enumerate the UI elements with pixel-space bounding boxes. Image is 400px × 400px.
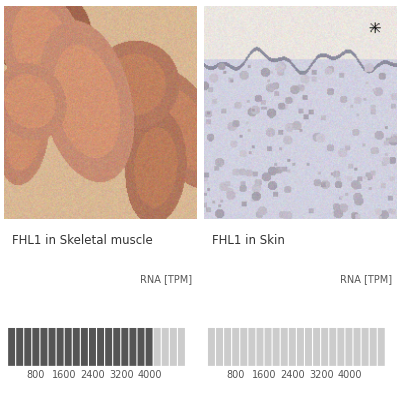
Text: FHL1 in Skin: FHL1 in Skin — [212, 234, 284, 247]
FancyBboxPatch shape — [138, 328, 144, 366]
Text: 4000: 4000 — [138, 370, 162, 380]
FancyBboxPatch shape — [297, 328, 304, 366]
FancyBboxPatch shape — [113, 328, 120, 366]
FancyBboxPatch shape — [97, 328, 104, 366]
FancyBboxPatch shape — [178, 328, 185, 366]
FancyBboxPatch shape — [337, 328, 344, 366]
Text: 3200: 3200 — [309, 370, 334, 380]
FancyBboxPatch shape — [162, 328, 169, 366]
FancyBboxPatch shape — [146, 328, 152, 366]
Text: FHL1 in Skeletal muscle: FHL1 in Skeletal muscle — [12, 234, 152, 247]
FancyBboxPatch shape — [89, 328, 96, 366]
FancyBboxPatch shape — [240, 328, 247, 366]
FancyBboxPatch shape — [57, 328, 64, 366]
FancyBboxPatch shape — [208, 328, 215, 366]
FancyBboxPatch shape — [65, 328, 72, 366]
FancyBboxPatch shape — [281, 328, 288, 366]
Text: 800: 800 — [227, 370, 245, 380]
FancyBboxPatch shape — [273, 328, 280, 366]
Text: 2400: 2400 — [81, 370, 105, 380]
FancyBboxPatch shape — [329, 328, 336, 366]
FancyBboxPatch shape — [32, 328, 39, 366]
FancyBboxPatch shape — [121, 328, 128, 366]
Text: RNA [TPM]: RNA [TPM] — [140, 274, 192, 284]
FancyBboxPatch shape — [105, 328, 112, 366]
Text: 1600: 1600 — [252, 370, 276, 380]
FancyBboxPatch shape — [346, 328, 352, 366]
Text: RNA [TPM]: RNA [TPM] — [340, 274, 392, 284]
FancyBboxPatch shape — [16, 328, 23, 366]
FancyBboxPatch shape — [248, 328, 255, 366]
Text: 3200: 3200 — [109, 370, 134, 380]
FancyBboxPatch shape — [40, 328, 48, 366]
FancyBboxPatch shape — [378, 328, 385, 366]
FancyBboxPatch shape — [305, 328, 312, 366]
FancyBboxPatch shape — [81, 328, 88, 366]
FancyBboxPatch shape — [313, 328, 320, 366]
FancyBboxPatch shape — [362, 328, 368, 366]
FancyBboxPatch shape — [354, 328, 360, 366]
FancyBboxPatch shape — [289, 328, 296, 366]
FancyBboxPatch shape — [264, 328, 272, 366]
FancyBboxPatch shape — [130, 328, 136, 366]
Text: 4000: 4000 — [338, 370, 362, 380]
FancyBboxPatch shape — [73, 328, 80, 366]
FancyBboxPatch shape — [370, 328, 377, 366]
Text: 1600: 1600 — [52, 370, 77, 380]
FancyBboxPatch shape — [256, 328, 264, 366]
FancyBboxPatch shape — [8, 328, 15, 366]
Text: 2400: 2400 — [280, 370, 305, 380]
FancyBboxPatch shape — [232, 328, 239, 366]
Text: 800: 800 — [27, 370, 45, 380]
FancyBboxPatch shape — [170, 328, 177, 366]
FancyBboxPatch shape — [48, 328, 56, 366]
FancyBboxPatch shape — [24, 328, 31, 366]
FancyBboxPatch shape — [321, 328, 328, 366]
FancyBboxPatch shape — [224, 328, 231, 366]
FancyBboxPatch shape — [154, 328, 161, 366]
FancyBboxPatch shape — [216, 328, 223, 366]
